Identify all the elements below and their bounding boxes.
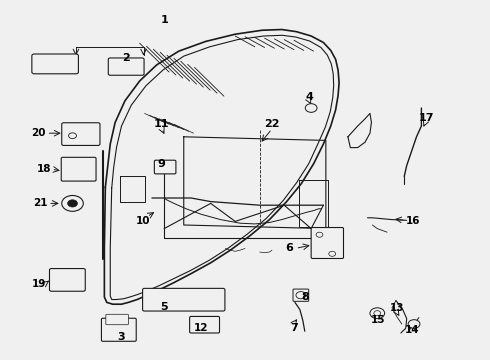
Circle shape (408, 320, 420, 328)
Circle shape (296, 292, 306, 299)
Text: 16: 16 (405, 216, 420, 226)
Text: 8: 8 (301, 292, 309, 302)
Text: 2: 2 (122, 53, 130, 63)
Text: 19: 19 (32, 279, 47, 289)
FancyBboxPatch shape (101, 318, 136, 341)
Circle shape (316, 232, 323, 237)
Text: 20: 20 (31, 128, 46, 138)
Circle shape (69, 133, 76, 139)
Text: 21: 21 (33, 198, 48, 208)
Text: 15: 15 (371, 315, 386, 325)
FancyBboxPatch shape (32, 54, 78, 74)
Text: 5: 5 (160, 302, 168, 312)
FancyBboxPatch shape (293, 289, 309, 301)
Text: 10: 10 (136, 216, 150, 226)
Circle shape (68, 200, 77, 207)
FancyBboxPatch shape (106, 314, 128, 325)
Circle shape (62, 195, 83, 211)
Circle shape (370, 308, 385, 319)
FancyBboxPatch shape (190, 316, 220, 333)
Text: 18: 18 (37, 164, 51, 174)
FancyBboxPatch shape (62, 123, 100, 145)
Text: 12: 12 (194, 323, 208, 333)
Text: 14: 14 (405, 325, 420, 336)
Text: 11: 11 (154, 119, 170, 129)
Text: 3: 3 (118, 332, 125, 342)
FancyBboxPatch shape (143, 288, 225, 311)
FancyBboxPatch shape (61, 157, 96, 181)
Text: 6: 6 (285, 243, 293, 253)
FancyBboxPatch shape (108, 58, 144, 75)
Text: 4: 4 (306, 92, 314, 102)
Circle shape (305, 104, 317, 112)
FancyBboxPatch shape (311, 228, 343, 258)
FancyBboxPatch shape (49, 269, 85, 291)
Text: 9: 9 (158, 159, 166, 169)
Text: 17: 17 (418, 113, 434, 123)
Circle shape (374, 311, 381, 316)
Text: 13: 13 (390, 303, 404, 313)
Text: 1: 1 (160, 15, 168, 25)
Text: 7: 7 (290, 323, 298, 333)
Text: 22: 22 (264, 119, 280, 129)
Circle shape (329, 251, 336, 256)
FancyBboxPatch shape (154, 160, 176, 174)
